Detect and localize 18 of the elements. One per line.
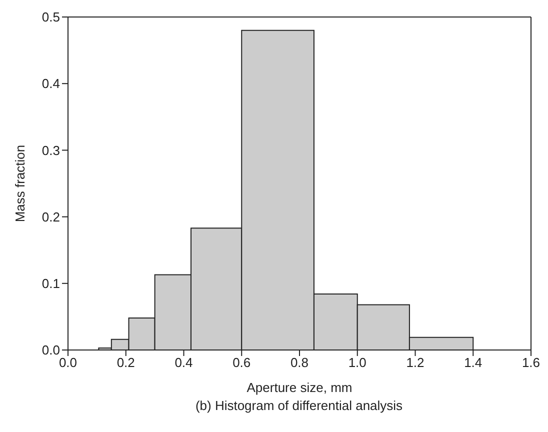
x-tick-label: 1.0 xyxy=(348,355,366,370)
x-tick-label: 1.6 xyxy=(522,355,540,370)
x-tick-label: 0.0 xyxy=(58,355,78,370)
x-tick-label: 1.4 xyxy=(464,355,482,370)
x-tick-label: 0.6 xyxy=(232,355,251,370)
y-tick-label: 0.4 xyxy=(42,76,60,92)
x-axis-title: Aperture size, mm xyxy=(246,380,352,395)
y-tick-label: 0.5 xyxy=(42,10,60,25)
y-tick-label: 0.0 xyxy=(42,342,60,358)
y-axis-title: Mass fraction xyxy=(12,144,28,222)
x-tick-label: 1.2 xyxy=(406,355,424,370)
x-tick-label: 0.8 xyxy=(290,355,309,370)
text: (b) Histogram of differential analysis xyxy=(194,398,404,413)
y-tick-label: 0.2 xyxy=(42,209,60,224)
y-tick-label: 0.1 xyxy=(42,276,60,292)
y-tick-label: 0.3 xyxy=(42,142,60,158)
x-tick-label: 0.2 xyxy=(116,355,135,370)
x-tick-label: 0.4 xyxy=(174,355,193,370)
